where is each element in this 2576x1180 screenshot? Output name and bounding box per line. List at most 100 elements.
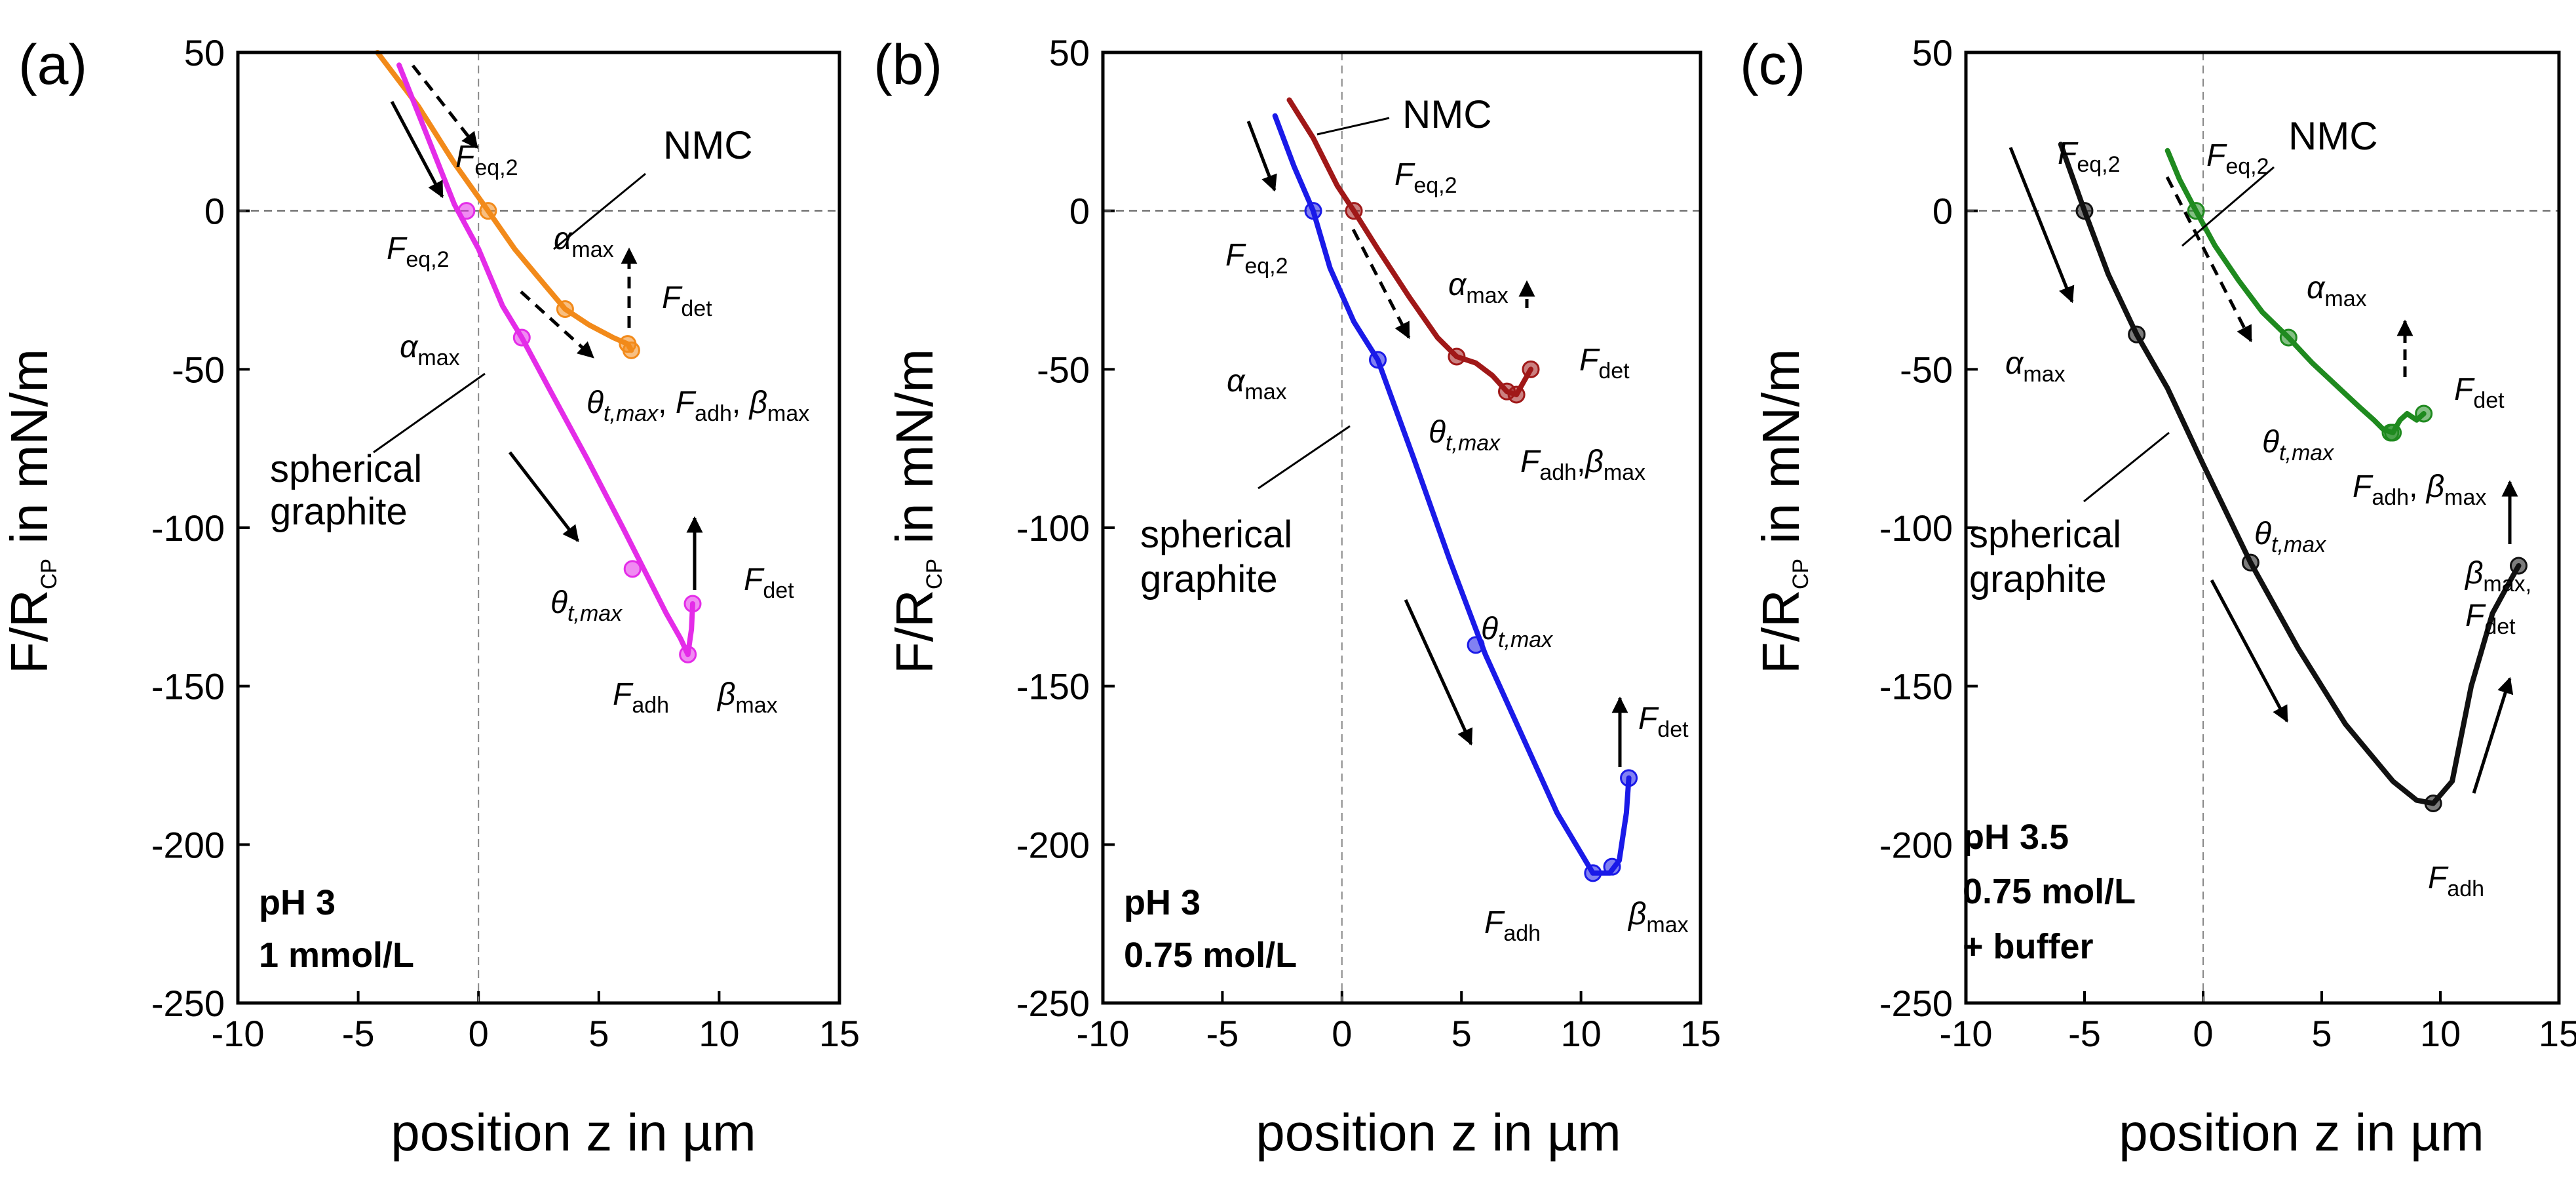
nmc-label: NMC bbox=[663, 123, 753, 167]
conditions: pH 3 0.75 mol/L bbox=[1124, 883, 1297, 975]
panel-letter: (a) bbox=[18, 33, 87, 96]
direction-arrows bbox=[1246, 121, 1628, 767]
approach-arrow-graphite bbox=[2009, 147, 2075, 304]
nmc-alpha-label: αmax bbox=[554, 222, 614, 262]
graphite-feq2-label: Feq,2 bbox=[1225, 238, 1288, 279]
data-marker bbox=[2424, 795, 2442, 812]
graphite-leader bbox=[1258, 425, 1351, 490]
direction-arrows bbox=[2009, 147, 2518, 794]
condition-line-2: 0.75 mol/L bbox=[1124, 935, 1297, 975]
graphite-fadh-label: Fadh bbox=[613, 677, 669, 718]
y-axis-label: F/RCP in mN/m bbox=[0, 349, 62, 674]
x-tick-label: 15 bbox=[2539, 1013, 2576, 1054]
x-tick-label: 0 bbox=[2193, 1013, 2213, 1054]
data-marker bbox=[556, 300, 574, 318]
graphite-label-1: spherical bbox=[270, 448, 422, 490]
plot-frame bbox=[236, 50, 841, 1005]
nmc-annotations: NMC Feq,2 αmax Fdet θt,max, Fadh, βmax bbox=[455, 123, 809, 426]
data-marker bbox=[683, 595, 702, 613]
plot-frame bbox=[1101, 50, 1702, 1005]
y-tick-label: -150 bbox=[151, 666, 225, 707]
graphite-fadh-label: Fadh bbox=[1484, 905, 1541, 946]
y-tick-label: -50 bbox=[1900, 349, 1953, 390]
nmc-theta-label: θt,max bbox=[1429, 415, 1501, 456]
graphite-annotations: spherical graphite Feq,2 αmax θt,max Fde… bbox=[270, 231, 794, 718]
data-marker bbox=[1345, 202, 1363, 220]
condition-line-2: 1 mmol/L bbox=[259, 935, 414, 975]
approach-arrow-graphite-2 bbox=[2210, 579, 2289, 723]
y-tick-label: 0 bbox=[204, 191, 225, 232]
x-tick-label: -5 bbox=[1206, 1013, 1239, 1054]
y-axis-title: F/RCP in mN/m bbox=[885, 349, 947, 674]
graphite-alpha-label: αmax bbox=[400, 330, 460, 370]
data-marker bbox=[1522, 360, 1540, 378]
nmc-fadh-beta-label: Fadh, βmax bbox=[2353, 469, 2486, 510]
graphite-alpha-label: αmax bbox=[1227, 364, 1287, 404]
approach-arrow-graphite bbox=[390, 100, 444, 199]
y-tick-label: 0 bbox=[1069, 191, 1090, 232]
data-marker bbox=[2128, 325, 2146, 344]
retract-arrow-graphite-2 bbox=[2472, 677, 2514, 794]
graphite-theta-label: θt,max bbox=[2254, 517, 2326, 557]
nmc-fadh-beta-label: Fadh,βmax bbox=[1520, 444, 1645, 485]
graphite-feq2-label: Feq,2 bbox=[387, 231, 450, 272]
data-marker bbox=[623, 560, 642, 578]
approach-arrow-graphite-2 bbox=[509, 451, 579, 542]
approach-arrow-graphite bbox=[1246, 121, 1277, 192]
data-marker bbox=[2384, 423, 2402, 442]
x-axis-label: position z in µm bbox=[2119, 1103, 2484, 1162]
direction-arrows bbox=[390, 64, 703, 590]
y-tick-label: -250 bbox=[1016, 983, 1090, 1024]
nmc-theta-label: θt,max bbox=[2262, 425, 2334, 465]
markers-group bbox=[2075, 202, 2528, 812]
graphite-alpha-label: αmax bbox=[2005, 346, 2066, 387]
panel-b: (b) F/RCP in mN/m position z in µm -10 -5… bbox=[874, 32, 1721, 1162]
nmc-leader bbox=[1317, 117, 1390, 136]
series-line-nmc bbox=[2164, 148, 2427, 435]
graphite-annotations: spherical graphite Feq,2 αmax θt,max Fde… bbox=[1140, 238, 1689, 946]
x-tick-label: -5 bbox=[2068, 1013, 2101, 1054]
data-marker bbox=[1448, 347, 1466, 366]
y-tick-label: -200 bbox=[1879, 824, 1953, 865]
graphite-beta-label: βmax, bbox=[2464, 556, 2531, 597]
y-tick-label: -250 bbox=[151, 983, 225, 1024]
graphite-fdet-label: Fdet bbox=[744, 562, 794, 603]
nmc-annotations: NMC Feq,2 αmax Fdet θt,max Fadh, βmax bbox=[2182, 114, 2505, 510]
x-tick-label: 5 bbox=[1451, 1013, 1472, 1054]
condition-line-1: pH 3 bbox=[1124, 883, 1201, 922]
condition-line-3: + buffer bbox=[1963, 927, 2094, 966]
x-tick-label: -10 bbox=[1940, 1013, 1993, 1054]
data-marker bbox=[2415, 404, 2433, 423]
nmc-alpha-label: αmax bbox=[1448, 267, 1509, 308]
graphite-feq2-label: Feq,2 bbox=[2058, 136, 2121, 177]
x-tick-label: 10 bbox=[1560, 1013, 1601, 1054]
y-tick-label: -100 bbox=[151, 507, 225, 549]
graphite-annotations: spherical graphite Feq,2 αmax θt,max βma… bbox=[1969, 136, 2531, 901]
approach-arrow-nmc bbox=[1351, 228, 1411, 340]
graphite-leader bbox=[373, 372, 486, 454]
panel-letter: (c) bbox=[1740, 33, 1805, 96]
x-axis-label: position z in µm bbox=[391, 1103, 756, 1162]
series-group bbox=[2058, 142, 2522, 806]
graphite-label-2: graphite bbox=[1969, 558, 2107, 600]
data-marker bbox=[1584, 864, 1602, 882]
nmc-feq2-label: Feq,2 bbox=[455, 140, 518, 180]
x-tick-label: 0 bbox=[1332, 1013, 1352, 1054]
graphite-leader bbox=[2083, 431, 2170, 503]
y-tick-label: -50 bbox=[1037, 349, 1090, 390]
y-tick-label: -50 bbox=[172, 349, 225, 390]
graphite-theta-label: θt,max bbox=[550, 585, 623, 626]
y-tick-label: 50 bbox=[1049, 32, 1090, 73]
graphite-label-2: graphite bbox=[1140, 558, 1278, 600]
condition-line-1: pH 3 bbox=[259, 883, 336, 922]
graphite-label-1: spherical bbox=[1140, 513, 1292, 556]
y-axis-label: F/RCP in mN/m bbox=[885, 349, 947, 674]
series-line-nmc bbox=[375, 50, 634, 353]
data-marker bbox=[1507, 385, 1526, 404]
y-tick-label: -150 bbox=[1879, 666, 1953, 707]
markers-group bbox=[457, 202, 702, 663]
